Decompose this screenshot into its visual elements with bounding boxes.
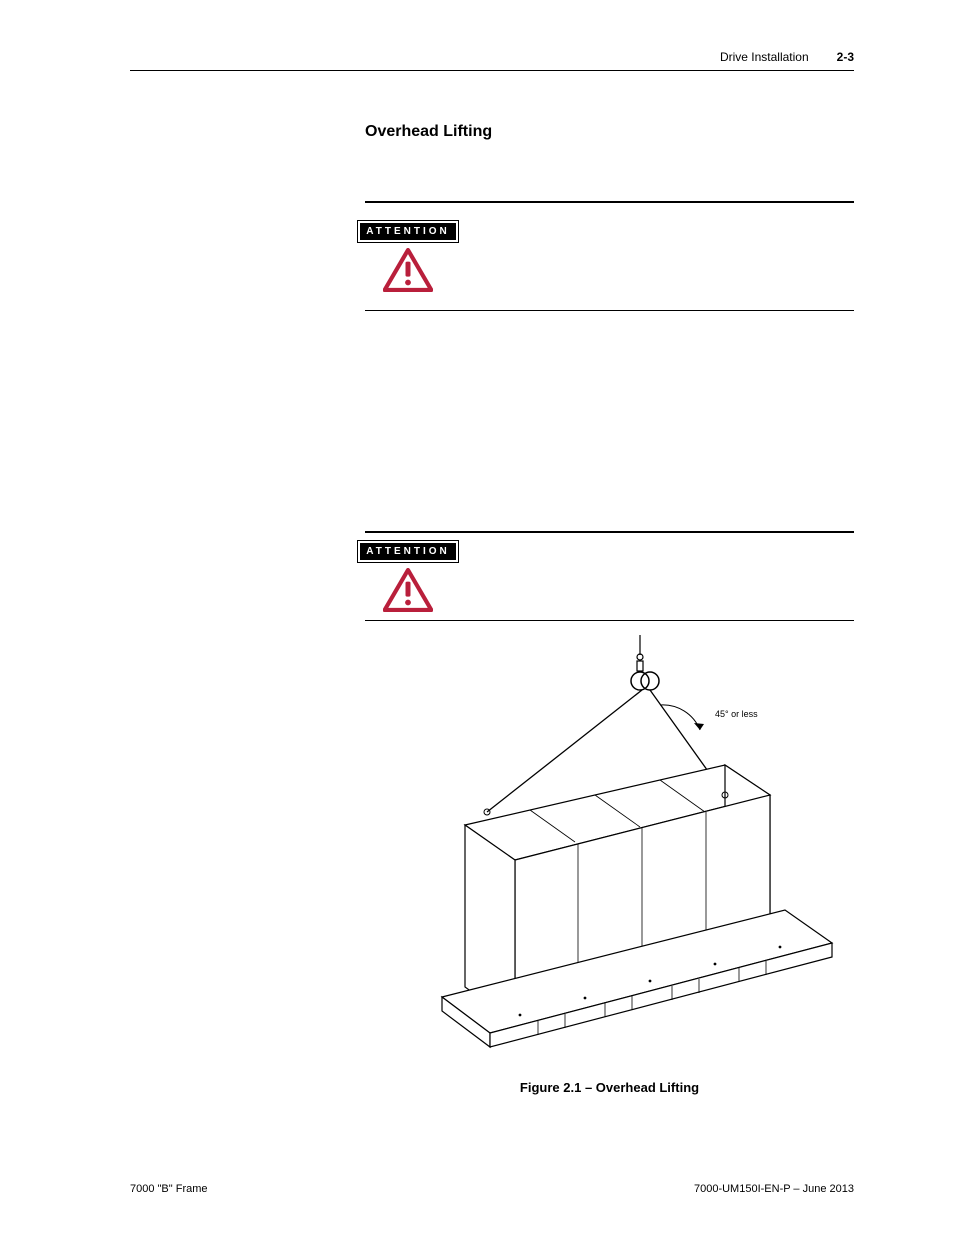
figure-caption: Figure 2.1 – Overhead Lifting xyxy=(365,1080,854,1095)
header-page-number: 2-3 xyxy=(837,50,854,64)
warning-icon xyxy=(383,248,433,292)
page-header-rule: Drive Installation 2-3 xyxy=(130,50,854,71)
running-header: Drive Installation 2-3 xyxy=(720,50,854,64)
footer-left: 7000 "B" Frame xyxy=(130,1183,208,1195)
figure-block: 45° or less xyxy=(365,635,854,1095)
attention-block-1: ATTENTION xyxy=(365,201,854,311)
angle-annot: 45° or less xyxy=(715,709,758,719)
warning-icon-2 xyxy=(383,568,433,612)
footer: 7000 "B" Frame 7000-UM150I-EN-P – June 2… xyxy=(130,1183,854,1195)
spacer xyxy=(130,311,854,531)
attention-block-2: ATTENTION xyxy=(365,531,854,621)
figure-svg: 45° or less xyxy=(370,635,850,1060)
attention-left-col-2: ATTENTION xyxy=(365,541,451,612)
section-heading: Overhead Lifting xyxy=(365,123,854,141)
attention-left-col: ATTENTION xyxy=(365,221,451,292)
attention-label-2: ATTENTION xyxy=(358,541,457,562)
footer-right: 7000-UM150I-EN-P – June 2013 xyxy=(694,1183,854,1195)
attention-label: ATTENTION xyxy=(358,221,457,242)
page: Drive Installation 2-3 Overhead Lifting … xyxy=(0,0,954,1235)
header-section-label: Drive Installation xyxy=(720,50,809,64)
